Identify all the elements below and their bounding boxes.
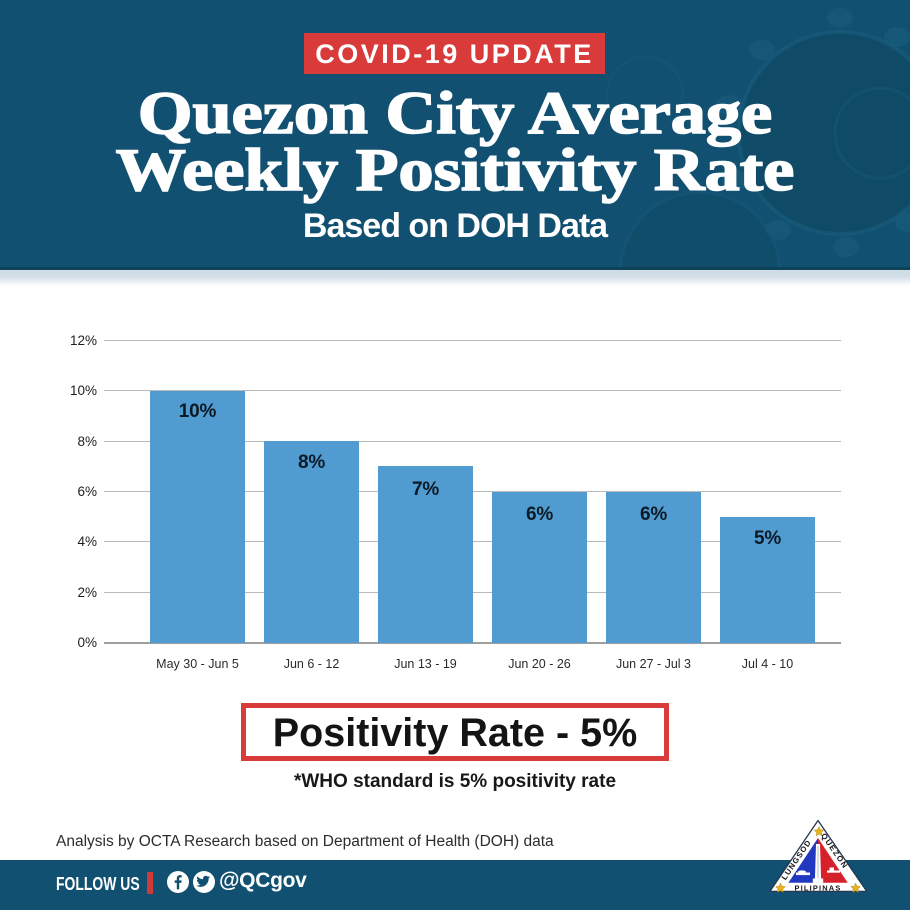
svg-text:PILIPINAS: PILIPINAS [795, 883, 842, 892]
